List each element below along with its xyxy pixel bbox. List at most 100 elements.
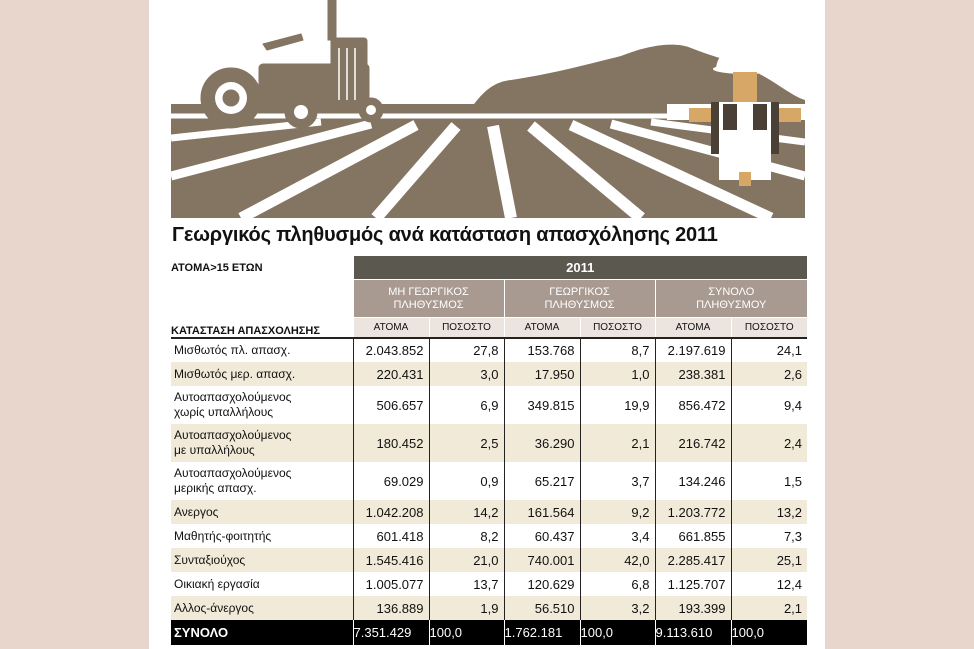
group-header-nonagri: ΜΗ ΓΕΩΡΓΙΚΟΣ ΠΛΗΘΥΣΜΟΣ (352, 279, 504, 318)
table-row: Μισθωτός μερ. απασχ. 220.431 3,0 17.950 1,0 2… (171, 362, 808, 386)
table-cell: 153.768 (503, 338, 580, 362)
table-row: Οικιακή εργασία 1.005.077 13,7 120.629 6,8 1.… (171, 572, 808, 596)
table-row: Αυτοαπασχολούμενος μερικής απασχ. 69.029 0,… (171, 462, 808, 500)
table-cell: 6,9 (428, 386, 504, 424)
table-cell: 193.399 (654, 596, 731, 620)
table-cell: 17.950 (503, 362, 580, 386)
table-cell: 3,4 (579, 524, 655, 548)
table-cell: 856.472 (654, 386, 731, 424)
row-label: Αυτοαπασχολούμενος με υπαλλήλους (171, 424, 353, 462)
total-cell: 100,0 (428, 620, 504, 645)
table-cell: 65.217 (503, 462, 580, 500)
total-cell: 7.351.429 (352, 620, 429, 645)
table-row: Αλλος-άνεργος 136.889 1,9 56.510 3,2 193.399 2… (171, 596, 808, 620)
row-label: Μισθωτός μερ. απασχ. (171, 362, 353, 386)
row-label: Αυτοαπασχολούμενος χωρίς υπαλλήλους (171, 386, 353, 424)
table-body: Μισθωτός πλ. απασχ. 2.043.852 27,8 153.768 8… (171, 338, 808, 645)
table-row: Αυτοαπασχολούμενος χωρίς υπαλλήλους 506.65… (171, 386, 808, 424)
row-label: Ανεργος (171, 500, 353, 524)
sub-header-percent: ΠΟΣΟΣΤΟ (428, 317, 504, 339)
row-label-line: Μισθωτός μερ. απασχ. (174, 366, 296, 381)
total-label: ΣΥΝΟΛΟ (171, 620, 353, 645)
table-cell: 1.125.707 (654, 572, 731, 596)
table-row: Ανεργος 1.042.208 14,2 161.564 9,2 1.203.772 1… (171, 500, 808, 524)
row-label-line: Αυτοαπασχολούμενος (174, 390, 292, 404)
table-cell: 0,9 (428, 462, 504, 500)
table-cell: 13,2 (730, 500, 808, 524)
group-header-line2: ΠΛΗΘΥΣΜΟΣ (544, 298, 615, 311)
row-label: Αλλος-άνεργος (171, 596, 353, 620)
row-label: Μαθητής-φοιτητής (171, 524, 353, 548)
row-label-line: Μισθωτός πλ. απασχ. (174, 343, 291, 357)
table-cell: 2.043.852 (352, 338, 429, 362)
row-label-line: Συνταξιούχος (174, 552, 246, 567)
status-header: ΚΑΤΑΣΤΑΣΗ ΑΠΑΣΧΟΛΗΣΗΣ (171, 279, 353, 339)
table-cell: 661.855 (654, 524, 731, 548)
group-header-line2: ΠΛΗΘΥΣΜΟΣ (393, 298, 464, 311)
table-cell: 1.545.416 (352, 548, 429, 572)
table-cell: 3,7 (579, 462, 655, 500)
table-cell: 1.005.077 (352, 572, 429, 596)
table-cell: 238.381 (654, 362, 731, 386)
table-cell: 36.290 (503, 424, 580, 462)
table-cell: 601.418 (352, 524, 429, 548)
sub-header-people: ΑΤΟΜΑ (654, 317, 731, 339)
table-cell: 120.629 (503, 572, 580, 596)
table-cell: 14,2 (428, 500, 504, 524)
table-cell: 25,1 (730, 548, 808, 572)
table-cell: 506.657 (352, 386, 429, 424)
table-cell: 1,0 (579, 362, 655, 386)
table-cell: 3,0 (428, 362, 504, 386)
row-label-line: χωρίς υπαλλήλους (174, 405, 274, 419)
table-cell: 1.203.772 (654, 500, 731, 524)
year-header: 2011 (352, 256, 808, 280)
table-row: Αυτοαπασχολούμενος με υπαλλήλους 180.452 2,… (171, 424, 808, 462)
table-title: Γεωργικός πληθυσμός ανά κατάσταση απασχό… (172, 224, 718, 246)
table-cell: 8,2 (428, 524, 504, 548)
farm-illustration (171, 0, 805, 218)
table-cell: 56.510 (503, 596, 580, 620)
total-cell: 100,0 (579, 620, 655, 645)
row-label-line: με υπαλλήλους (174, 443, 255, 457)
row-label-line: Οικιακή εργασία (174, 576, 260, 591)
table-cell: 21,0 (428, 548, 504, 572)
table-cell: 216.742 (654, 424, 731, 462)
group-header-line1: ΣΥΝΟΛΟ (708, 285, 755, 298)
total-cell: 100,0 (730, 620, 808, 645)
farmer-icon (667, 44, 805, 186)
table-cell: 9,4 (730, 386, 808, 424)
table-cell: 2,1 (730, 596, 808, 620)
row-label: Μισθωτός πλ. απασχ. (171, 338, 353, 362)
age-label: ΑΤΟΜΑ>15 ΕΤΩΝ (171, 261, 263, 274)
row-label: Αυτοαπασχολούμενος μερικής απασχ. (171, 462, 353, 500)
infographic-panel: Γεωργικός πληθυσμός ανά κατάσταση απασχό… (149, 0, 825, 649)
table-cell: 161.564 (503, 500, 580, 524)
group-header-total: ΣΥΝΟΛΟ ΠΛΗΘΥΣΜΟΥ (654, 279, 808, 318)
table-cell: 19,9 (579, 386, 655, 424)
total-cell: 9.113.610 (654, 620, 731, 645)
table-cell: 2.285.417 (654, 548, 731, 572)
table-cell: 1.042.208 (352, 500, 429, 524)
total-cell: 1.762.181 (503, 620, 580, 645)
row-label-line: Αυτοαπασχολούμενος (174, 428, 292, 442)
row-label-line: Αυτοαπασχολούμενος (174, 466, 292, 480)
table-cell: 2,1 (579, 424, 655, 462)
table-cell: 42,0 (579, 548, 655, 572)
table-cell: 60.437 (503, 524, 580, 548)
table-cell: 134.246 (654, 462, 731, 500)
table-cell: 13,7 (428, 572, 504, 596)
group-header-line2: ΠΛΗΘΥΣΜΟΥ (696, 298, 767, 311)
total-row: ΣΥΝΟΛΟ 7.351.429 100,0 1.762.181 100,0 9.113.… (171, 620, 808, 645)
group-header-line1: ΓΕΩΡΓΙΚΟΣ (549, 285, 610, 298)
group-header-line1: ΜΗ ΓΕΩΡΓΙΚΟΣ (388, 285, 469, 298)
table-row: Μισθωτός πλ. απασχ. 2.043.852 27,8 153.768 8… (171, 338, 808, 362)
employment-table: ΑΤΟΜΑ>15 ΕΤΩΝ 2011 ΚΑΤΑΣΤΑΣΗ ΑΠΑΣΧΟΛΗΣΗΣ… (171, 256, 808, 645)
table-cell: 136.889 (352, 596, 429, 620)
table-cell: 740.001 (503, 548, 580, 572)
group-header-agri: ΓΕΩΡΓΙΚΟΣ ΠΛΗΘΥΣΜΟΣ (503, 279, 655, 318)
sub-header-people: ΑΤΟΜΑ (352, 317, 429, 339)
table-cell: 8,7 (579, 338, 655, 362)
row-label-line: Μαθητής-φοιτητής (174, 528, 272, 543)
table-cell: 220.431 (352, 362, 429, 386)
row-label-line: μερικής απασχ. (174, 481, 257, 495)
